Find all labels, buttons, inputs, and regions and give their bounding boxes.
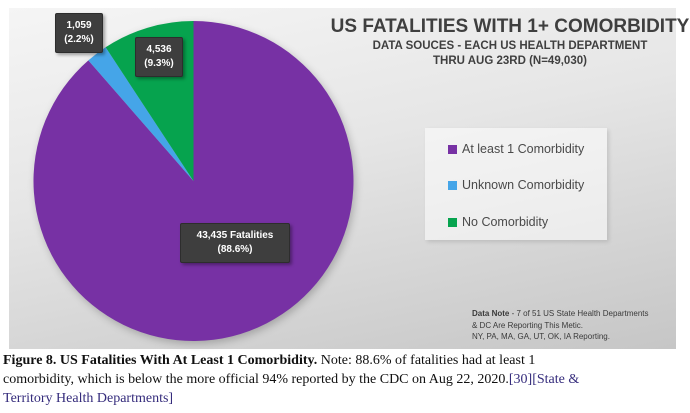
caption-line2: comorbidity, which is below the more off…: [3, 370, 689, 389]
data-note-prefix: Data Note: [472, 309, 510, 318]
data-label-no-comorbidity: 4,536 (9.3%): [135, 37, 183, 77]
caption-line3: Territory Health Departments]: [3, 389, 689, 408]
chart-subtitle-line2: THRU AUG 23RD (N=49,030): [433, 55, 587, 67]
caption-line1: Figure 8. US Fatalities With At Least 1 …: [3, 351, 689, 370]
pie-slice-unknown-comorbidity: [88, 47, 194, 181]
source-link-part2[interactable]: Territory Health Departments]: [3, 391, 174, 406]
data-label-at-least-1-comorbidity: 43,435 Fatalities (88.6%): [180, 223, 290, 263]
legend-swatch-purple-icon: [448, 144, 457, 154]
legend-label: No Comorbidity: [462, 215, 549, 229]
chart-title-block: US FATALITIES WITH 1+ COMORBIDITY DATA S…: [323, 16, 690, 69]
data-label-percent: (88.6%): [217, 244, 253, 255]
chart-title: US FATALITIES WITH 1+ COMORBIDITY: [330, 16, 690, 37]
pie-chart-figure: US FATALITIES WITH 1+ COMORBIDITY DATA S…: [9, 8, 689, 349]
legend-swatch-blue-icon: [448, 180, 457, 190]
data-note-line2: & DC Are Reporting This Metic.: [472, 320, 584, 330]
legend-swatch-green-icon: [448, 217, 457, 227]
caption-note-cont: comorbidity, which is below the more off…: [3, 372, 509, 387]
citation-link-30[interactable]: [30]: [508, 372, 533, 387]
chart-subtitle-line1: DATA SOUCES - EACH US HEALTH DEPARTMENT: [372, 40, 648, 52]
figure-label: Figure 8. US Fatalities With At Least 1 …: [3, 353, 318, 368]
data-label-percent: (9.3%): [144, 58, 174, 69]
legend-label: At least 1 Comorbidity: [462, 142, 585, 156]
data-note-line1-rest: - 7 of 51 US State Health Departments: [509, 309, 649, 318]
data-label-percent: (2.2%): [64, 34, 94, 45]
legend-label: Unknown Comorbidity: [462, 178, 585, 192]
figure-caption: Figure 8. US Fatalities With At Least 1 …: [3, 351, 689, 408]
data-label-value: 1,059: [66, 20, 92, 31]
data-note: Data Note - 7 of 51 US State Health Depa…: [472, 308, 672, 343]
data-note-line1: Data Note - 7 of 51 US State Health Depa…: [472, 308, 672, 320]
data-note-line3: NY, PA, MA, GA, UT, OK, IA Reporting.: [472, 332, 610, 341]
legend-item-no-comorbidity: No Comorbidity: [448, 215, 548, 229]
source-link-part1[interactable]: [State &: [532, 372, 580, 387]
data-label-unknown-comorbidity: 1,059 (2.2%): [55, 13, 103, 53]
data-label-value: 43,435 Fatalities: [196, 230, 274, 241]
legend-item-unknown-comorbidity: Unknown Comorbidity: [448, 178, 584, 192]
caption-note-start: Note: 88.6% of fatalities had at least 1: [317, 353, 536, 368]
data-label-value: 4,536: [146, 44, 172, 55]
chart-legend: At least 1 Comorbidity Unknown Comorbidi…: [425, 128, 607, 240]
legend-item-at-least-1-comorbidity: At least 1 Comorbidity: [448, 142, 584, 156]
